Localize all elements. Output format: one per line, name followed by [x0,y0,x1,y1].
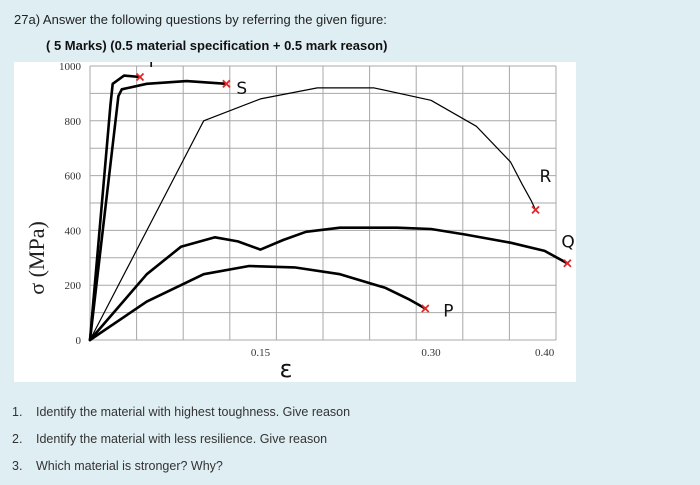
question-number: 2. [12,432,23,446]
fracture-marker [135,72,145,82]
curve-r [89,87,537,341]
question-text: Identify the material with less resilien… [36,432,328,446]
question-title: 27a) Answer the following questions by r… [14,12,387,27]
x-axis-label: ε [280,355,293,382]
curve-label-s: S [236,79,247,99]
curve-label-p: P [443,301,453,321]
curve-s [88,79,228,342]
x-tick-label: 0.30 [421,347,441,359]
tick-labels: 0 200 400 600 800 1000 0.15 0.30 0.40 [59,62,555,359]
y-tick-label: 1000 [59,62,82,73]
question-text: Identify the material with highest tough… [36,405,351,419]
curves [88,74,569,342]
question-number: 3. [12,459,23,473]
question-item: 3. Which material is stronger? Why? [12,458,350,485]
y-tick-label: 400 [65,225,82,237]
y-tick-label: 200 [65,280,82,292]
curve-label-t: T [145,62,157,72]
x-tick-label: 0.40 [535,347,555,359]
question-item: 2. Identify the material with less resili… [12,431,350,458]
question-list: 1. Identify the material with highest tou… [12,404,350,485]
question-number: 1. [12,405,23,419]
question-text: Which material is stronger? Why? [36,459,223,473]
fracture-markers [135,72,572,313]
stress-strain-figure: 0 200 400 600 800 1000 0.15 0.30 0.40 T S R Q P σ (M… [14,62,576,382]
fracture-marker [531,205,540,214]
marks-subtitle: ( 5 Marks) (0.5 material specification +… [46,38,388,53]
curve-q [88,226,569,342]
fracture-marker [421,304,430,313]
stress-strain-chart: 0 200 400 600 800 1000 0.15 0.30 0.40 T S R Q P σ (M… [24,62,575,382]
question-item: 1. Identify the material with highest tou… [12,404,350,431]
curve-t [88,74,142,342]
curve-label-r: R [540,167,552,187]
curve-p [88,264,427,342]
y-axis-label: σ (MPa) [24,221,49,295]
fracture-marker [563,259,572,268]
curve-label-q: Q [561,232,574,252]
fracture-marker [222,79,231,88]
y-tick-label: 800 [65,116,82,128]
curve-labels: T S R Q P [145,62,575,321]
grid [89,65,557,341]
x-tick-label: 0.15 [251,347,271,359]
y-tick-label: 600 [65,171,82,183]
y-tick-label: 0 [76,335,82,347]
